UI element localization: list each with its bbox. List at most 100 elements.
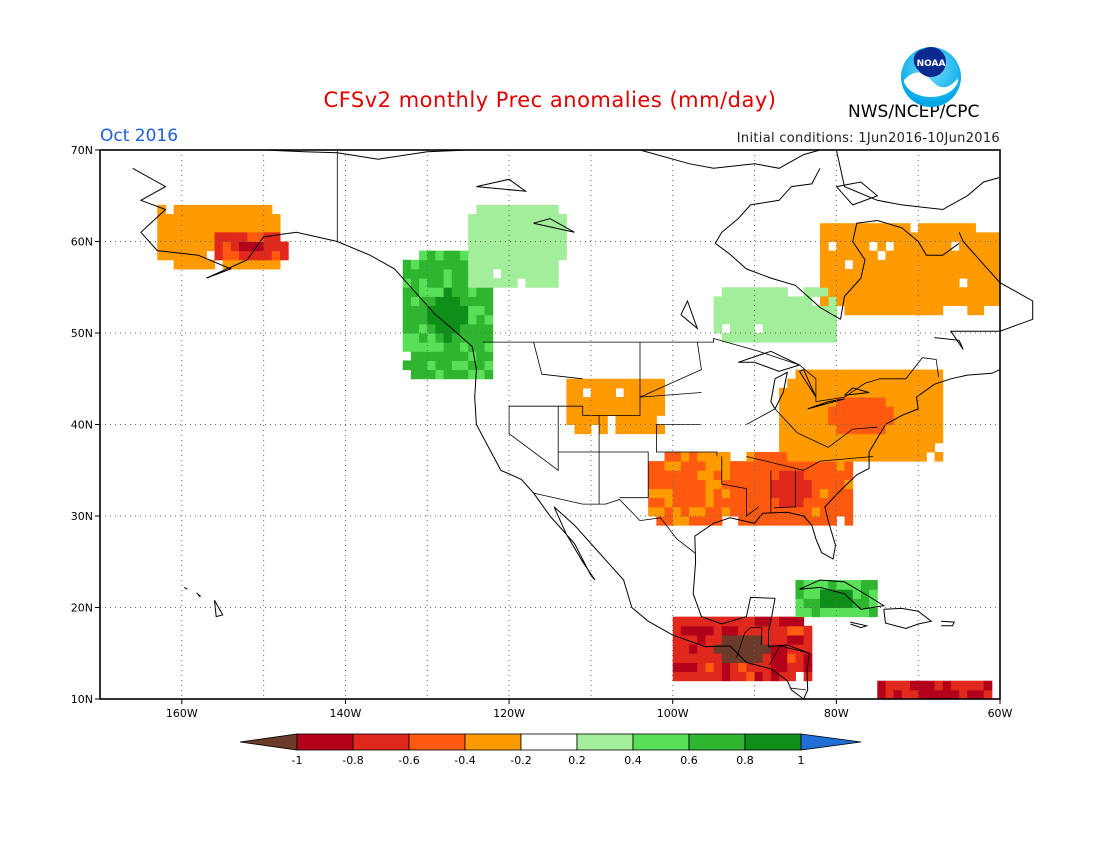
anomaly-cell xyxy=(451,250,461,261)
anomaly-cell xyxy=(173,250,183,261)
anomaly-cell xyxy=(942,278,952,288)
anomaly-cell xyxy=(730,333,739,343)
anomaly-cell xyxy=(934,689,944,700)
coastline-segment xyxy=(850,621,869,629)
anomaly-cell xyxy=(762,451,772,462)
anomaly-cell xyxy=(689,516,698,526)
anomaly-cell xyxy=(460,369,469,380)
anomaly-cell xyxy=(435,278,445,288)
anomaly-cell xyxy=(255,223,265,233)
anomaly-cell xyxy=(869,387,878,398)
anomaly-cell xyxy=(656,479,666,490)
anomaly-cell xyxy=(705,451,715,462)
anomaly-cell xyxy=(230,223,240,233)
anomaly-cell xyxy=(427,360,436,371)
anomaly-cell xyxy=(173,214,183,224)
anomaly-cell xyxy=(672,653,682,663)
anomaly-cell xyxy=(885,250,895,261)
anomaly-cell xyxy=(770,287,780,297)
anomaly-cell xyxy=(214,232,224,242)
anomaly-cell xyxy=(484,223,494,233)
anomaly-cell xyxy=(975,689,985,700)
anomaly-cell xyxy=(787,333,796,343)
anomaly-cell xyxy=(263,259,273,270)
anomaly-cell xyxy=(656,470,666,480)
anomaly-cell xyxy=(934,268,944,279)
anomaly-cell xyxy=(435,296,445,307)
anomaly-cell xyxy=(770,488,780,499)
anomaly-cell xyxy=(860,259,870,270)
anomaly-cell xyxy=(795,305,805,316)
anomaly-cell xyxy=(893,296,903,307)
anomaly-cell xyxy=(836,497,846,508)
anomaly-cell xyxy=(959,232,968,242)
anomaly-cell xyxy=(820,259,829,270)
anomaly-cell xyxy=(893,415,903,425)
anomaly-cell xyxy=(869,287,878,297)
anomaly-cell xyxy=(779,497,788,508)
anomaly-cell xyxy=(910,406,919,416)
anomaly-cell xyxy=(762,461,772,471)
anomaly-cell xyxy=(910,232,919,242)
legend-swatch xyxy=(520,733,578,751)
anomaly-cell xyxy=(468,214,477,224)
anomaly-cell xyxy=(795,296,805,307)
color-legend: -1 -0.8 -0.6 -0.4 -0.2 0.2 0.4 0.6 0.8 1 xyxy=(239,733,862,767)
anomaly-cell xyxy=(476,342,486,352)
anomaly-cell xyxy=(836,580,846,590)
anomaly-cell xyxy=(975,680,985,691)
anomaly-cell xyxy=(787,378,796,389)
anomaly-cell xyxy=(852,406,862,416)
anomaly-cell xyxy=(795,625,805,636)
anomaly-cell xyxy=(656,506,666,517)
anomaly-cell xyxy=(820,397,829,407)
anomaly-cell xyxy=(263,232,273,242)
anomaly-cell xyxy=(419,369,428,380)
anomaly-cell xyxy=(860,278,870,288)
anomaly-cell xyxy=(820,497,829,508)
anomaly-cell xyxy=(631,378,641,389)
anomaly-cell xyxy=(795,442,805,453)
anomaly-cell xyxy=(427,268,436,279)
lat-tick-label: 10N xyxy=(71,693,93,706)
anomaly-cell xyxy=(435,351,445,361)
anomaly-cell xyxy=(410,278,420,288)
anomaly-cell xyxy=(877,689,886,700)
lon-tick-label: 80W xyxy=(824,707,849,720)
lon-ticks: 160W 140W 120W 100W 80W 60W xyxy=(166,699,1013,720)
anomaly-cell xyxy=(885,451,895,462)
anomaly-cell xyxy=(910,433,919,444)
anomaly-cell xyxy=(517,241,526,252)
anomaly-cell xyxy=(787,516,796,526)
coastline-segment xyxy=(132,167,804,700)
anomaly-cell xyxy=(877,241,886,252)
anomaly-cell xyxy=(541,259,551,270)
anomaly-cell xyxy=(492,241,502,252)
anomaly-cell xyxy=(803,488,813,499)
anomaly-cell xyxy=(860,598,870,608)
anomaly-cell xyxy=(795,406,805,416)
region-caribbean-cuba xyxy=(795,580,878,618)
anomaly-cell xyxy=(779,644,788,654)
anomaly-cell xyxy=(721,616,731,627)
anomaly-cell xyxy=(877,223,886,233)
anomaly-cell xyxy=(402,342,412,352)
anomaly-cell xyxy=(705,671,715,682)
anomaly-cell xyxy=(590,378,600,389)
anomaly-cell xyxy=(680,671,690,682)
anomaly-cell xyxy=(484,232,494,242)
anomaly-cell xyxy=(910,268,919,279)
anomaly-cell xyxy=(419,278,428,288)
anomaly-cell xyxy=(803,671,813,682)
anomaly-cell xyxy=(738,625,747,636)
anomaly-cell xyxy=(787,323,796,334)
anomaly-cell xyxy=(820,589,829,599)
anomaly-cell xyxy=(255,241,265,252)
anomaly-cell xyxy=(836,278,846,288)
anomaly-cell xyxy=(828,516,837,526)
anomaly-cell xyxy=(738,616,747,627)
anomaly-cell xyxy=(934,397,944,407)
anomaly-cell xyxy=(811,488,821,499)
anomaly-cell xyxy=(754,662,764,673)
anomaly-cell xyxy=(419,268,428,279)
